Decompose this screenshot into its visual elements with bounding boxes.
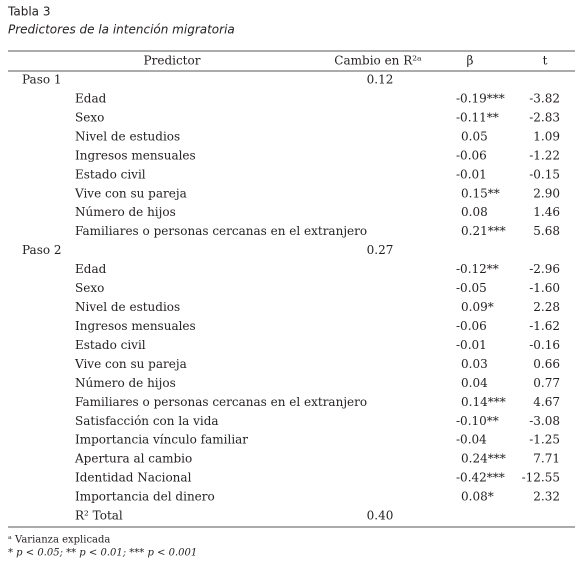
beta: -0.01 — [456, 338, 487, 352]
beta: -0.05 — [456, 281, 487, 295]
beta: -0.06 — [456, 319, 487, 333]
t-value: -0.15 — [529, 167, 560, 181]
table-subtitle: Predictores de la intención migratoria — [8, 23, 235, 37]
step-label: Paso 1 — [22, 73, 62, 87]
predictor: Nivel de estudios — [75, 300, 180, 314]
beta: 0.09* — [461, 300, 494, 314]
predictor: Sexo — [75, 110, 104, 124]
beta: 0.04 — [461, 376, 488, 390]
t-value: 1.46 — [533, 205, 560, 219]
predictor: Vive con su pareja — [74, 186, 187, 200]
r2-change: 0.12 — [367, 73, 394, 87]
beta: -0.06 — [456, 148, 487, 162]
r2-change: 0.27 — [367, 243, 394, 257]
predictor: Importancia vínculo familiar — [75, 433, 248, 447]
t-value: -2.96 — [529, 262, 560, 276]
t-value: 5.68 — [533, 224, 560, 238]
column-header: β — [467, 54, 474, 68]
beta: -0.11** — [456, 110, 499, 124]
predictor: Satisfacción con la vida — [75, 414, 219, 428]
beta: 0.24*** — [461, 452, 506, 466]
t-value: -2.83 — [529, 110, 560, 124]
predictor: Sexo — [75, 281, 104, 295]
column-header: t — [543, 54, 548, 68]
beta: 0.08* — [461, 490, 494, 504]
t-value: -1.62 — [529, 319, 560, 333]
footnote: * p < 0.05; ** p < 0.01; *** p < 0.001 — [8, 548, 197, 559]
predictor: Familiares o personas cercanas en el ext… — [75, 395, 367, 409]
predictor: Importancia del dinero — [75, 490, 215, 504]
footnote: ᵃ Varianza explicada — [8, 535, 110, 546]
predictor: Edad — [75, 262, 107, 276]
beta: 0.08 — [461, 205, 488, 219]
t-value: 0.77 — [533, 376, 560, 390]
predictor: Estado civil — [75, 338, 146, 352]
beta: -0.12** — [456, 262, 499, 276]
predictor: Nivel de estudios — [75, 129, 180, 143]
column-header: Predictor — [144, 54, 201, 68]
beta: 0.21*** — [461, 224, 506, 238]
predictor: Estado civil — [75, 167, 146, 181]
t-value: 2.28 — [533, 300, 560, 314]
beta: 0.15** — [461, 186, 500, 200]
beta: -0.19*** — [456, 91, 505, 105]
beta: 0.14*** — [461, 395, 506, 409]
t-value: -3.82 — [529, 91, 560, 105]
predictor: Ingresos mensuales — [75, 148, 196, 162]
beta: -0.10** — [456, 414, 499, 428]
t-value: -12.55 — [522, 471, 560, 485]
r2-change: 0.40 — [367, 509, 394, 523]
t-value: -1.60 — [529, 281, 560, 295]
t-value: 2.90 — [533, 186, 560, 200]
t-value: 7.71 — [533, 452, 560, 466]
column-header: Cambio en R²ᵃ — [334, 54, 422, 68]
total-label: R² Total — [75, 509, 123, 523]
t-value: -3.08 — [529, 414, 560, 428]
t-value: -0.16 — [529, 338, 560, 352]
predictor: Número de hijos — [75, 376, 176, 390]
t-value: 2.32 — [533, 490, 560, 504]
predictor: Familiares o personas cercanas en el ext… — [75, 224, 367, 238]
predictor: Vive con su pareja — [74, 357, 187, 371]
beta: 0.03 — [461, 357, 488, 371]
table-title: Tabla 3 — [7, 5, 50, 19]
beta: -0.42*** — [456, 471, 505, 485]
beta: -0.01 — [456, 167, 487, 181]
t-value: -1.25 — [529, 433, 560, 447]
beta: -0.04 — [456, 433, 487, 447]
predictor: Número de hijos — [75, 205, 176, 219]
t-value: -1.22 — [529, 148, 560, 162]
predictor: Ingresos mensuales — [75, 319, 196, 333]
predictor: Apertura al cambio — [74, 452, 192, 466]
predictor: Edad — [75, 91, 107, 105]
predictor: Identidad Nacional — [75, 471, 192, 485]
step-label: Paso 2 — [22, 243, 62, 257]
t-value: 4.67 — [533, 395, 560, 409]
beta: 0.05 — [461, 129, 488, 143]
t-value: 0.66 — [533, 357, 560, 371]
t-value: 1.09 — [533, 129, 560, 143]
